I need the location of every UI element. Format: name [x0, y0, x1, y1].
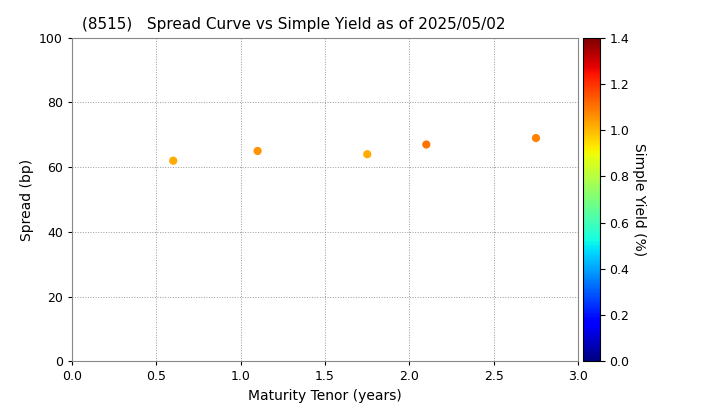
- Y-axis label: Simple Yield (%): Simple Yield (%): [632, 143, 646, 256]
- X-axis label: Maturity Tenor (years): Maturity Tenor (years): [248, 389, 402, 403]
- Point: [530, 135, 541, 142]
- Text: (8515)   Spread Curve vs Simple Yield as of 2025/05/02: (8515) Spread Curve vs Simple Yield as o…: [82, 18, 505, 32]
- Point: [361, 151, 373, 158]
- Point: [168, 158, 179, 164]
- Point: [420, 141, 432, 148]
- Point: [252, 147, 264, 154]
- Y-axis label: Spread (bp): Spread (bp): [19, 158, 34, 241]
